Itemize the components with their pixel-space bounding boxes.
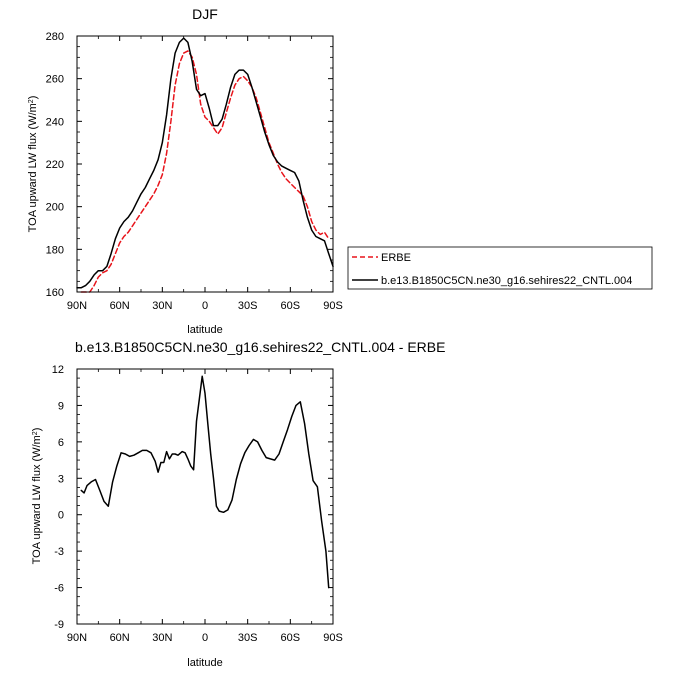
bottom-series-layer	[80, 375, 330, 589]
top-series-layer	[76, 37, 334, 293]
bottom-y-tick-label: 6	[58, 437, 64, 449]
bottom-y-axis-label: TOA upward LW flux (W/m2)	[31, 428, 43, 565]
legend-label-erbe: ERBE	[381, 252, 411, 264]
bottom-x-tick-label: 90N	[67, 632, 87, 644]
bottom-chart-title: b.e13.B1850C5CN.ne30_g16.sehires22_CNTL.…	[75, 339, 445, 355]
bottom-x-tick-label: 90S	[323, 632, 343, 644]
top-y-tick-label: 180	[46, 244, 64, 256]
bottom-y-tick-label: -6	[54, 583, 64, 595]
top-y-tick-label: 200	[46, 202, 64, 214]
top-axis-ticks: 90N 60N 30N 0 30S 60S 90S 160 180 200 220 240 260 280	[46, 31, 343, 312]
top-x-tick-label: 90S	[323, 300, 343, 312]
top-chart-title: DJF	[192, 6, 218, 22]
bottom-x-tick-label: 60N	[110, 632, 130, 644]
top-y-axis-label: TOA upward LW flux (W/m2)	[27, 96, 39, 233]
top-y-tick-label: 260	[46, 74, 64, 86]
top-y-tick-label: 220	[46, 159, 64, 171]
top-y-tick-label: 240	[46, 116, 64, 128]
bottom-panel: b.e13.B1850C5CN.ne30_g16.sehires22_CNTL.…	[31, 339, 445, 669]
bottom-x-tick-label: 0	[202, 632, 208, 644]
top-series-line-1	[76, 37, 334, 289]
top-x-tick-label: 30S	[238, 300, 258, 312]
bottom-x-tick-label: 60S	[281, 632, 301, 644]
bottom-y-tick-label: 9	[58, 400, 64, 412]
bottom-axis-ticks: 90N 60N 30N 0 30S 60S 90S -9 -6 -3 0 3 6 9 12	[52, 364, 343, 644]
bottom-x-tick-label: 30N	[152, 632, 172, 644]
legend-frame	[347, 246, 653, 290]
legend-label-model: b.e13.B1850C5CN.ne30_g16.sehires22_CNTL.…	[381, 275, 632, 287]
bottom-y-tick-label: -3	[54, 546, 64, 558]
top-y-tick-label: 160	[46, 287, 64, 299]
top-x-tick-label: 60N	[110, 300, 130, 312]
legend: ERBE b.e13.B1850C5CN.ne30_g16.sehires22_…	[347, 246, 653, 290]
bottom-y-tick-label: 12	[52, 364, 64, 376]
top-y-tick-label: 280	[46, 31, 64, 43]
bottom-y-tick-label: 0	[58, 510, 64, 522]
top-x-tick-label: 60S	[281, 300, 301, 312]
top-x-axis-label: latitude	[187, 324, 222, 336]
top-x-tick-label: 90N	[67, 300, 87, 312]
bottom-x-tick-label: 30S	[238, 632, 258, 644]
top-panel: DJF 90N 60N 30N 0 30S 60S 90S 160 180 200 220 240 26…	[27, 6, 343, 336]
top-series-line-0	[80, 50, 330, 293]
bottom-series-line-0	[80, 375, 330, 589]
bottom-x-axis-label: latitude	[187, 657, 222, 669]
bottom-y-tick-label: 3	[58, 473, 64, 485]
bottom-y-tick-label: -9	[54, 619, 64, 631]
top-x-tick-label: 30N	[152, 300, 172, 312]
top-x-tick-label: 0	[202, 300, 208, 312]
